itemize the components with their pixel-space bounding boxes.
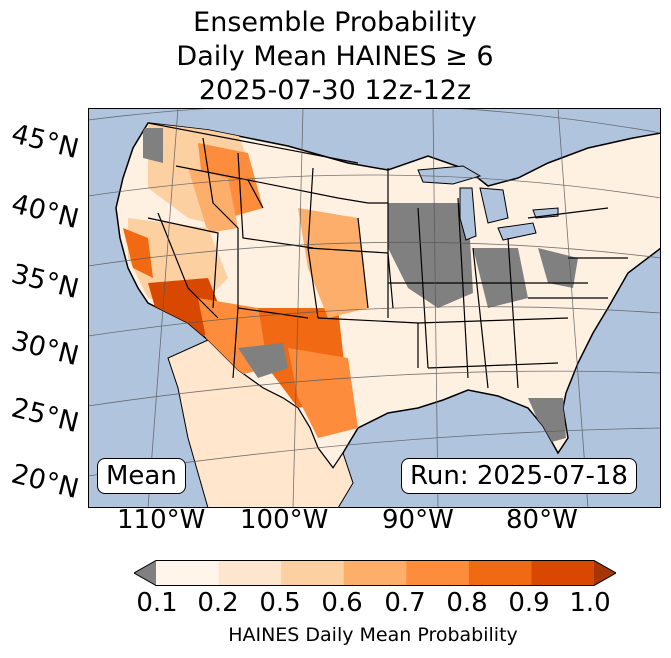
lat-label-35: 35°N [8, 258, 82, 306]
nodata-midwest [388, 203, 473, 308]
lat-label-40: 40°N [8, 188, 82, 236]
colorbar-segment [218, 560, 282, 586]
shade-california [123, 228, 153, 278]
nodata-rockies [238, 343, 288, 378]
mean-label-box: Mean [97, 458, 186, 494]
colorbar-tick-4: 0.7 [384, 588, 426, 618]
title-line-3: 2025-07-30 12z-12z [198, 75, 472, 106]
colorbar-outline [134, 560, 616, 586]
colorbar [134, 560, 616, 586]
colorbar-tick-3: 0.6 [321, 588, 363, 618]
colorbar-tick-7: 1.0 [569, 588, 611, 618]
state-borders [147, 122, 628, 389]
colorbar-tick-5: 0.8 [446, 588, 488, 618]
nodata-pnw-coast [143, 128, 163, 163]
colorbar-tick-2: 0.5 [259, 588, 301, 618]
colorbar-tick-6: 0.9 [508, 588, 550, 618]
colorbar-under-triangle [134, 560, 156, 586]
lon-label-100: 100°W [240, 505, 329, 535]
colorbar-segment [406, 560, 470, 586]
colorbar-tick-1: 0.2 [197, 588, 239, 618]
lon-label-80: 80°W [506, 505, 578, 535]
shade-texas [288, 348, 358, 438]
lon-label-110: 110°W [117, 505, 206, 535]
lake-erie [497, 222, 537, 241]
mexico-land [167, 339, 354, 508]
title-line-1: Ensemble Probability [193, 7, 477, 38]
shade-plains [298, 208, 368, 318]
lat-label-25: 25°N [8, 392, 82, 440]
title-line-2: Daily Mean HAINES ≥ 6 [176, 41, 494, 72]
colorbar-segment [343, 560, 407, 586]
run-date-box: Run: 2025-07-18 [401, 458, 637, 494]
colorbar-segment [468, 560, 532, 586]
colorbar-segment [281, 560, 345, 586]
colorbar-label: HAINES Daily Mean Probability [228, 624, 518, 646]
colorbar-over-triangle [594, 560, 616, 586]
lat-label-30: 30°N [8, 325, 82, 373]
colorbar-segment [531, 560, 595, 586]
colorbar-tick-0: 0.1 [136, 588, 178, 618]
lon-label-90: 90°W [382, 505, 454, 535]
probability-map [88, 108, 661, 508]
nodata-florida [528, 398, 566, 443]
lat-label-20: 20°N [8, 458, 82, 506]
graticule [88, 108, 661, 508]
lat-label-45: 45°N [8, 118, 82, 166]
nodata-ohio [473, 248, 528, 308]
colorbar-segment [156, 560, 220, 586]
lake-michigan [459, 187, 477, 241]
lake-huron [479, 187, 509, 224]
